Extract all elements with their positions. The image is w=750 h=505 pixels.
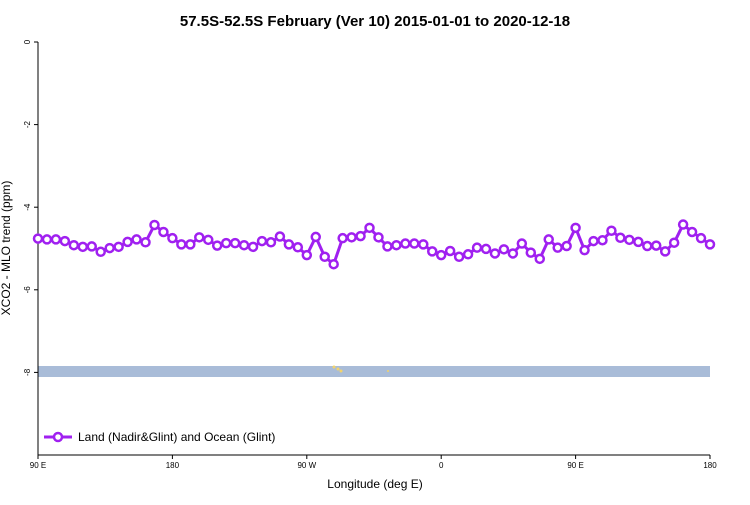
y-tick-label: 0 xyxy=(23,39,32,44)
point xyxy=(292,242,304,253)
point xyxy=(310,231,322,243)
point xyxy=(418,239,429,250)
y-tick-label: -2 xyxy=(23,120,32,128)
point xyxy=(489,248,501,259)
point xyxy=(364,222,375,234)
point xyxy=(695,232,707,244)
point xyxy=(211,240,223,251)
point xyxy=(167,232,178,244)
point xyxy=(185,239,196,250)
point xyxy=(301,249,313,261)
point xyxy=(633,236,644,248)
point xyxy=(462,249,474,260)
point xyxy=(561,240,572,252)
point xyxy=(498,244,510,255)
legend-marker xyxy=(52,431,64,443)
point xyxy=(642,240,653,252)
point xyxy=(677,219,689,230)
land-dot xyxy=(339,369,343,373)
point xyxy=(194,232,205,243)
point xyxy=(113,241,124,253)
point xyxy=(319,251,330,263)
point xyxy=(615,232,626,244)
point xyxy=(624,234,635,246)
point xyxy=(650,240,662,251)
point xyxy=(59,235,71,247)
point xyxy=(202,234,214,246)
point xyxy=(543,234,554,245)
point xyxy=(579,244,590,256)
point xyxy=(516,238,528,249)
point xyxy=(471,242,483,253)
point xyxy=(220,237,232,249)
point xyxy=(659,246,671,257)
point xyxy=(86,241,98,252)
point xyxy=(77,241,89,253)
land-dot xyxy=(387,370,389,372)
point xyxy=(41,234,53,245)
point xyxy=(238,239,250,251)
y-tick-label: -8 xyxy=(23,368,32,376)
point xyxy=(104,242,115,254)
point xyxy=(68,239,80,251)
point xyxy=(588,235,599,247)
point xyxy=(435,249,447,261)
point xyxy=(570,222,581,234)
x-tick-label: 180 xyxy=(703,461,717,470)
point xyxy=(328,258,339,270)
point xyxy=(606,225,617,236)
point xyxy=(140,237,151,248)
point xyxy=(247,241,259,253)
point xyxy=(444,245,456,257)
point xyxy=(373,232,384,243)
x-tick-label: 90 E xyxy=(567,461,583,470)
land-mask-strip xyxy=(38,366,710,377)
point xyxy=(534,253,546,265)
point xyxy=(668,237,680,248)
point xyxy=(346,232,357,243)
point xyxy=(704,239,716,250)
point xyxy=(409,238,420,249)
point xyxy=(597,234,608,246)
x-tick-label: 180 xyxy=(166,461,180,470)
x-tick-label: 90 E xyxy=(30,461,46,470)
chart-title: 57.5S-52.5S February (Ver 10) 2015-01-01… xyxy=(180,13,570,30)
point xyxy=(265,237,277,248)
y-axis-label: XCO2 - MLO trend (ppm) xyxy=(0,181,13,316)
point xyxy=(480,243,492,255)
point xyxy=(256,235,268,247)
point xyxy=(391,239,402,251)
point xyxy=(50,234,62,245)
point xyxy=(131,234,142,245)
point xyxy=(426,246,438,257)
point xyxy=(176,239,187,250)
point xyxy=(382,241,393,252)
point xyxy=(149,219,160,231)
x-tick-label: 90 W xyxy=(297,461,316,470)
point xyxy=(32,233,44,244)
land-dot xyxy=(332,365,336,369)
point xyxy=(355,230,366,242)
point xyxy=(274,231,286,242)
x-tick-label: 0 xyxy=(439,461,444,470)
point xyxy=(229,237,241,249)
point xyxy=(525,247,537,258)
point xyxy=(158,226,169,238)
land-dot xyxy=(336,367,340,371)
y-tick-label: -6 xyxy=(23,286,32,294)
point xyxy=(686,226,698,238)
point xyxy=(122,236,133,248)
point xyxy=(453,251,465,263)
x-axis-label: Longitude (deg E) xyxy=(327,477,422,491)
point xyxy=(283,239,295,250)
point xyxy=(95,246,106,258)
legend-label: Land (Nadir&Glint) and Ocean (Glint) xyxy=(78,430,275,444)
point xyxy=(507,248,519,259)
point xyxy=(552,242,563,253)
point xyxy=(400,238,411,249)
point xyxy=(337,232,348,244)
y-tick-label: -4 xyxy=(23,203,32,211)
